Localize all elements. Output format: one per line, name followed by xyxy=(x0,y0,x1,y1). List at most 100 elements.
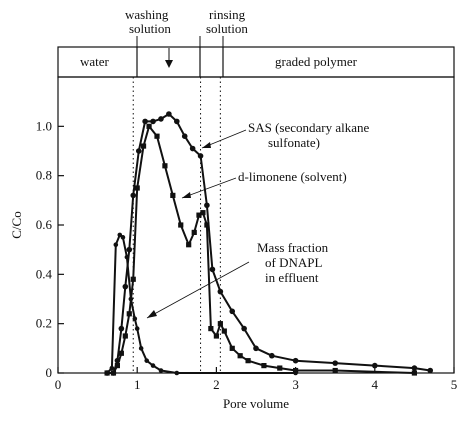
annotation-dnapl-line3: in effluent xyxy=(265,270,319,285)
x-tick-label-4: 4 xyxy=(372,377,379,392)
series-2-point-23 xyxy=(229,345,235,351)
series-2-point-18 xyxy=(204,222,210,228)
series-1-point-14 xyxy=(189,145,196,152)
series-1-point-17 xyxy=(209,266,216,273)
series-2-point-16 xyxy=(196,212,202,218)
series-2-point-25 xyxy=(245,358,251,364)
series-1-point-15 xyxy=(197,153,204,159)
y-tick-label-5: 1.0 xyxy=(36,118,52,133)
series-2-point-14 xyxy=(186,242,192,248)
series-2-point-10 xyxy=(154,133,160,139)
series-1-point-18 xyxy=(217,288,224,295)
series-2-point-3 xyxy=(118,350,124,356)
washing-arrow-head xyxy=(165,60,173,68)
series-1-point-9 xyxy=(150,118,156,125)
series-3-point-13 xyxy=(174,370,180,376)
series-3-point-12 xyxy=(158,368,164,373)
series-1-point-6 xyxy=(130,192,137,199)
series-3-point-3 xyxy=(117,232,123,238)
series-2-point-4 xyxy=(122,333,128,339)
series-3-point-7 xyxy=(132,316,138,322)
series-2-point-21 xyxy=(217,321,223,327)
series-3-point-10 xyxy=(144,358,150,363)
series-3-point-11 xyxy=(150,363,156,368)
y-tick-label-4: 0.8 xyxy=(36,168,52,183)
series-2-point-30 xyxy=(411,370,417,376)
x-tick-label-0: 0 xyxy=(55,377,62,392)
series-1-point-24 xyxy=(332,360,339,366)
y-tick-label-3: 0.6 xyxy=(36,217,53,232)
series-1-point-16 xyxy=(204,202,210,209)
phase-header-box xyxy=(57,46,455,78)
series-2-point-9 xyxy=(146,123,152,129)
x-axis-label: Pore volume xyxy=(223,396,289,411)
x-tick-label-1: 1 xyxy=(134,377,141,392)
annotation-sas-arrowhead xyxy=(202,142,211,148)
series-3-point-4 xyxy=(120,235,126,240)
series-1-point-13 xyxy=(181,133,188,139)
series-1-point-4 xyxy=(122,283,129,290)
series-1-point-25 xyxy=(372,362,378,369)
series-2-point-27 xyxy=(277,365,283,371)
series-2-point-19 xyxy=(208,326,214,332)
series-1-point-27 xyxy=(427,367,434,374)
annotation-dnapl-arrowhead xyxy=(147,310,157,318)
series-2-point-5 xyxy=(126,311,132,317)
series-3-point-14 xyxy=(293,370,298,376)
annotation-dnapl-line1: Mass fraction xyxy=(257,240,329,255)
y-axis-label: C/Co xyxy=(9,211,24,238)
series-1-point-5 xyxy=(126,246,133,253)
series-1-point-7 xyxy=(135,148,142,154)
series-2-point-7 xyxy=(134,185,140,191)
series-2-point-17 xyxy=(200,210,206,216)
annotation-limonene-pointer xyxy=(181,177,237,199)
phase-washing-label-2: solution xyxy=(129,21,171,36)
phase-washing-label-1: washing xyxy=(125,7,169,22)
annotation-limonene-arrowhead xyxy=(182,192,191,198)
phase-water-label: water xyxy=(80,54,110,69)
series-1-point-26 xyxy=(411,365,418,371)
series-1-point-8 xyxy=(142,118,148,125)
series-2-point-12 xyxy=(170,192,176,198)
series-2-point-8 xyxy=(140,143,147,149)
series-1-point-10 xyxy=(158,116,164,122)
axis-ticks: 0 1 2 3 4 5 0 0.2 0.4 0.6 0.8 1.0 xyxy=(36,118,458,392)
series-1-point-11 xyxy=(166,111,172,117)
series-2-point-15 xyxy=(191,229,197,235)
x-tick-label-2: 2 xyxy=(213,377,220,392)
y-tick-label-2: 0.4 xyxy=(36,266,53,281)
series-3-point-8 xyxy=(134,326,140,331)
series-2-point-6 xyxy=(130,276,136,282)
series-2-point-22 xyxy=(221,328,227,334)
series-2-point-26 xyxy=(261,363,267,369)
series-3-point-2 xyxy=(113,242,119,248)
y-tick-label-1: 0.2 xyxy=(36,316,52,331)
series-2-point-28 xyxy=(293,367,299,374)
series-1-point-23 xyxy=(292,357,299,364)
series-2-point-1 xyxy=(110,370,117,376)
series-1-point-12 xyxy=(174,118,180,125)
annotation-dnapl-line2: of DNAPL xyxy=(265,255,322,270)
series-2-point-11 xyxy=(162,163,168,169)
annotation-dnapl-pointer xyxy=(146,261,250,319)
series-1-point-19 xyxy=(229,308,236,315)
y-tick-label-0: 0 xyxy=(46,365,53,380)
series-layer xyxy=(104,111,434,376)
series-2-point-13 xyxy=(178,222,184,228)
series-3-point-6 xyxy=(128,296,134,302)
annotation-sas-line2: sulfonate) xyxy=(268,135,320,150)
x-tick-label-3: 3 xyxy=(292,377,299,392)
series-3-point-9 xyxy=(138,346,144,351)
x-tick-label-5: 5 xyxy=(451,377,458,392)
annotation-limonene: d-limonene (solvent) xyxy=(238,169,347,184)
phase-rinsing-label-1: rinsing xyxy=(209,7,246,22)
series-2-point-2 xyxy=(114,363,120,369)
series-3-point-5 xyxy=(124,254,130,260)
series-2-point-24 xyxy=(237,353,243,359)
series-2-point-29 xyxy=(332,367,338,374)
phase-rinsing-label-2: solution xyxy=(206,21,248,36)
annotation-sas-line1: SAS (secondary alkane xyxy=(248,120,370,135)
series-3-point-0 xyxy=(104,370,110,376)
series-1-point-22 xyxy=(269,352,275,359)
